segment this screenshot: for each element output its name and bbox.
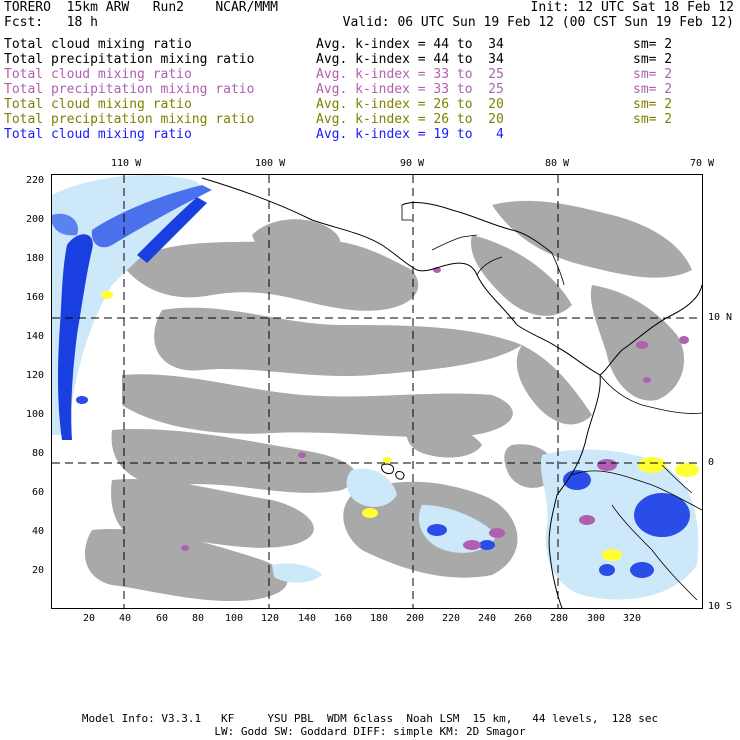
legend-sm: sm= 2	[633, 82, 673, 97]
x-tick: 60	[156, 613, 169, 624]
legend-kindex: Avg. k-index = 44 to 34	[316, 37, 504, 52]
x-tick: 240	[478, 613, 497, 624]
legend-label: Total precipitation mixing ratio	[4, 82, 255, 97]
physics-info: LW: Godd SW: Goddard DIFF: simple KM: 2D…	[214, 725, 526, 738]
legend-kindex: Avg. k-index = 33 to 25	[316, 82, 504, 97]
x-tick: 180	[370, 613, 389, 624]
legend-kindex: Avg. k-index = 19 to 4	[316, 127, 504, 142]
legend-sm: sm= 2	[633, 37, 673, 52]
lat-label: 10 N	[708, 312, 733, 323]
x-tick: 320	[623, 613, 642, 624]
gray-cloud-field	[84, 200, 692, 602]
legend-kindex: Avg. k-index = 44 to 34	[316, 52, 504, 67]
legend-sm: sm= 2	[633, 67, 673, 82]
lon-label: 70 W	[690, 158, 715, 169]
x-tick: 40	[119, 613, 132, 624]
legend-sm: sm= 2	[633, 97, 673, 112]
x-tick: 220	[442, 613, 461, 624]
y-tick: 200	[26, 214, 45, 225]
legend-label: Total precipitation mixing ratio	[4, 112, 255, 127]
country-borders	[401, 205, 702, 601]
lon-label: 80 W	[545, 158, 570, 169]
lon-label: 110 W	[111, 158, 142, 169]
model-title: TORERO 15km ARW Run2 NCAR/MMM	[4, 0, 278, 15]
x-tick: 140	[298, 613, 317, 624]
x-tick: 280	[550, 613, 569, 624]
blue-cloud-band	[52, 185, 212, 440]
legend-sm: sm= 2	[633, 52, 673, 67]
init-time: Init: 12 UTC Sat 18 Feb 12	[530, 0, 735, 15]
purple-cloud-cells	[181, 267, 689, 551]
lon-label: 100 W	[255, 158, 286, 169]
x-tick: 120	[261, 613, 280, 624]
y-tick: 180	[26, 253, 45, 264]
y-tick: 80	[32, 448, 45, 459]
lat-lon-grid	[52, 175, 702, 608]
forecast-hour: Fcst: 18 h	[4, 15, 98, 30]
legend-label: Total cloud mixing ratio	[4, 97, 192, 112]
legend-label: Total cloud mixing ratio	[4, 37, 192, 52]
lon-label: 90 W	[400, 158, 425, 169]
lat-label: 0	[708, 457, 715, 468]
legend-label: Total precipitation mixing ratio	[4, 52, 255, 67]
y-tick: 160	[26, 292, 45, 303]
blue-cloud-cells	[76, 396, 690, 578]
legend-label: Total cloud mixing ratio	[4, 67, 192, 82]
legend-kindex: Avg. k-index = 33 to 25	[316, 67, 504, 82]
model-info: Model Info: V3.3.1 KF YSU PBL WDM 6class…	[81, 712, 659, 725]
y-tick: 20	[32, 565, 45, 576]
y-tick: 60	[32, 487, 45, 498]
y-tick: 140	[26, 331, 45, 342]
legend-kindex: Avg. k-index = 26 to 20	[316, 97, 504, 112]
coastline	[201, 177, 702, 608]
x-tick: 300	[587, 613, 606, 624]
legend-sm: sm= 2	[633, 112, 673, 127]
y-tick: 220	[26, 175, 45, 186]
x-tick: 100	[225, 613, 244, 624]
cloud-field	[52, 175, 702, 608]
yellow-cloud-cells	[101, 291, 699, 561]
lat-label: 10 S	[708, 601, 733, 612]
y-tick: 100	[26, 409, 45, 420]
y-tick: 40	[32, 526, 45, 537]
x-tick: 20	[83, 613, 96, 624]
valid-time: Valid: 06 UTC Sun 19 Feb 12 (00 CST Sun …	[342, 15, 734, 30]
x-tick: 80	[192, 613, 205, 624]
x-tick: 200	[406, 613, 425, 624]
x-tick: 260	[514, 613, 533, 624]
y-tick: 120	[26, 370, 45, 381]
legend-kindex: Avg. k-index = 26 to 20	[316, 112, 504, 127]
map-panel	[51, 174, 703, 609]
x-tick: 160	[334, 613, 353, 624]
legend-label: Total cloud mixing ratio	[4, 127, 192, 142]
